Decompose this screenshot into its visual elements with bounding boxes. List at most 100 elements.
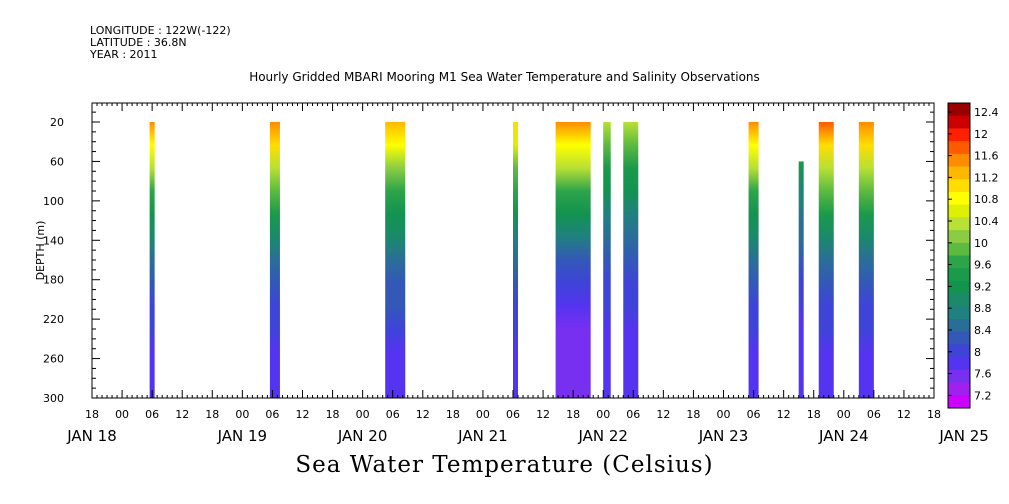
x-hour-label: 18 — [566, 408, 580, 421]
colorbar-swatch — [948, 128, 970, 142]
x-date-label: JAN 21 — [457, 427, 508, 445]
colorbar-swatch — [948, 293, 970, 307]
colorbar-swatch — [948, 141, 970, 155]
longitude-label: LONGITUDE : 122W(-122) — [90, 24, 231, 37]
x-date-label: JAN 24 — [818, 427, 869, 445]
data-column — [623, 122, 639, 398]
colorbar-swatch — [948, 344, 970, 358]
data-column — [748, 122, 759, 398]
y-axis: 20 60 100 140 180 220 260 300 DEPTH (m) — [34, 111, 934, 405]
colorbar-swatch — [948, 268, 970, 282]
x-hour-label: 00 — [596, 408, 610, 421]
x-hour-label: 00 — [115, 408, 129, 421]
colorbar-label: 8.8 — [974, 302, 992, 315]
colorbar-label: 10.8 — [974, 193, 999, 206]
colorbar-swatch — [948, 103, 970, 117]
y-tick-label: 60 — [50, 155, 64, 168]
x-hour-label: 06 — [265, 408, 279, 421]
data-column — [603, 122, 611, 398]
data-column — [385, 122, 406, 398]
x-hour-label: 12 — [175, 408, 189, 421]
colorbar-label: 12.4 — [974, 106, 999, 119]
colorbar-label: 7.2 — [974, 389, 992, 402]
x-hour-label: 12 — [536, 408, 550, 421]
colorbar-swatch — [948, 153, 970, 168]
y-tick-label: 260 — [43, 353, 64, 366]
x-date-label: JAN 23 — [698, 427, 749, 445]
colorbar: 12.4 12 11.6 11.2 10.8 10.4 10 9.6 9.2 8.8 8.4 8 7.6… — [947, 102, 999, 409]
colorbar-swatch — [948, 319, 970, 333]
x-axis: 18 00 06 12 18 00 06 12 18 00 06 12 18 00 06 12 18 00 06 12… — [66, 103, 989, 445]
data-column — [798, 161, 804, 398]
colorbar-swatch — [948, 217, 970, 231]
y-tick-label: 100 — [43, 195, 64, 208]
colorbar-label: 11.2 — [974, 171, 999, 184]
x-date-label: JAN 20 — [337, 427, 388, 445]
x-date-label: JAN 25 — [938, 427, 989, 445]
x-date-label: JAN 19 — [217, 427, 268, 445]
colorbar-label: 8 — [974, 346, 981, 359]
y-tick-label: 20 — [50, 116, 64, 129]
colorbar-swatch — [948, 191, 970, 206]
latitude-label: LATITUDE : 36.8N — [90, 36, 187, 49]
colorbar-label: 10.4 — [974, 215, 999, 228]
x-hour-label: 00 — [476, 408, 490, 421]
colorbar-swatch — [948, 115, 970, 129]
x-hour-label: 12 — [656, 408, 670, 421]
colorbar-label: 12 — [974, 128, 988, 141]
y-axis-label: DEPTH (m) — [34, 221, 47, 281]
colorbar-label: 8.4 — [974, 324, 992, 337]
y-tick-label: 140 — [43, 234, 64, 247]
data-column — [149, 122, 155, 398]
x-date-label: JAN 22 — [577, 427, 628, 445]
x-hour-label: 00 — [837, 408, 851, 421]
colorbar-label: 10 — [974, 237, 988, 250]
colorbar-swatch — [948, 179, 970, 193]
colorbar-swatch — [948, 395, 970, 409]
colorbar-swatch — [948, 357, 970, 371]
colorbar-swatch — [948, 242, 970, 256]
data-column — [513, 122, 519, 398]
colorbar-label: 11.6 — [974, 150, 999, 163]
colorbar-label: 7.6 — [974, 368, 992, 381]
y-tick-label: 300 — [43, 392, 64, 405]
colorbar-swatch — [948, 204, 970, 218]
x-hour-label: 00 — [235, 408, 249, 421]
x-hour-label: 00 — [717, 408, 731, 421]
y-tick-label: 180 — [43, 274, 64, 287]
data-column — [269, 122, 280, 398]
colorbar-swatch — [948, 166, 970, 180]
colorbar-swatch — [948, 230, 970, 244]
colorbar-swatch — [948, 255, 970, 269]
x-hour-label: 00 — [356, 408, 370, 421]
colorbar-label: 9.2 — [974, 280, 992, 293]
data-column — [858, 122, 874, 398]
x-hour-label: 06 — [506, 408, 520, 421]
chart-title: Hourly Gridded MBARI Mooring M1 Sea Wate… — [249, 70, 760, 84]
x-hour-label: 12 — [897, 408, 911, 421]
x-hour-label: 18 — [205, 408, 219, 421]
x-hour-label: 18 — [85, 408, 99, 421]
x-date-label: JAN 18 — [66, 427, 117, 445]
x-hour-label: 18 — [326, 408, 340, 421]
x-hour-label: 18 — [807, 408, 821, 421]
x-hour-label: 18 — [686, 408, 700, 421]
y-tick-label: 220 — [43, 313, 64, 326]
x-hour-label: 18 — [927, 408, 941, 421]
colorbar-swatch — [948, 306, 970, 320]
x-hour-label: 18 — [446, 408, 460, 421]
variable-title: Sea Water Temperature (Celsius) — [295, 452, 714, 478]
x-hour-label: 06 — [867, 408, 881, 421]
year-label: YEAR : 2011 — [90, 48, 158, 61]
x-hour-label: 06 — [626, 408, 640, 421]
data-column — [555, 122, 591, 398]
x-hour-label: 12 — [416, 408, 430, 421]
data-columns — [149, 122, 874, 398]
x-hour-label: 06 — [386, 408, 400, 421]
x-hour-label: 06 — [747, 408, 761, 421]
colorbar-label: 9.6 — [974, 259, 992, 272]
colorbar-swatch — [948, 331, 970, 345]
x-hour-label: 12 — [296, 408, 310, 421]
x-hour-label: 12 — [777, 408, 791, 421]
